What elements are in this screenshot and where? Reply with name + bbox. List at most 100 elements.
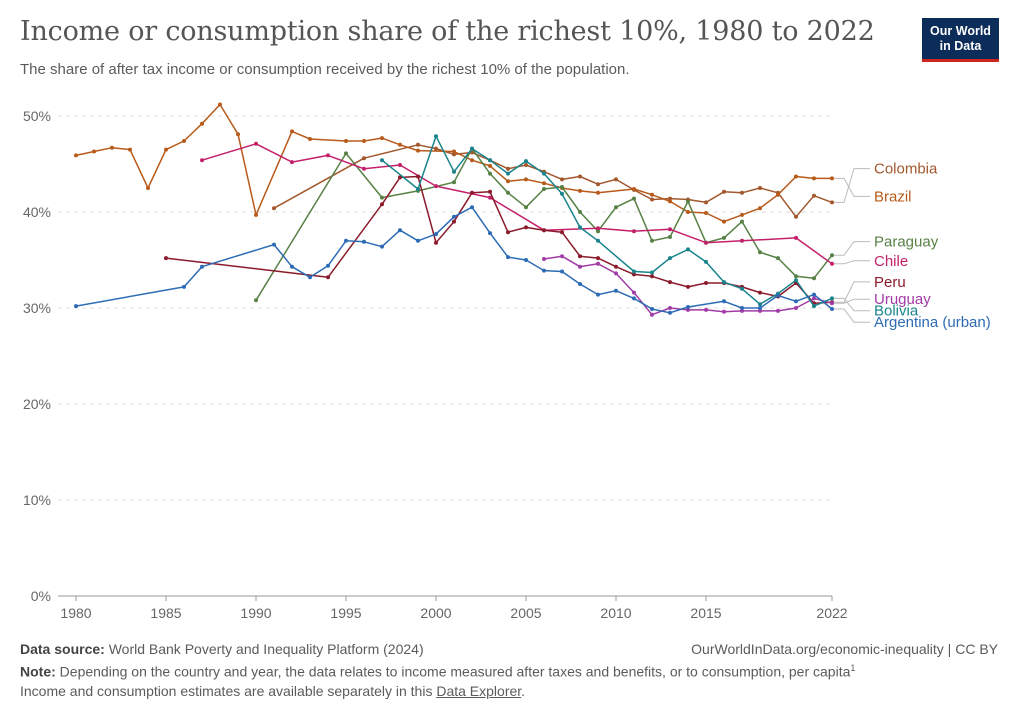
data-point[interactable] xyxy=(704,281,708,285)
data-point[interactable] xyxy=(362,166,366,171)
data-point[interactable] xyxy=(524,258,528,262)
data-point[interactable] xyxy=(758,302,762,307)
data-point[interactable] xyxy=(578,174,582,179)
data-point[interactable] xyxy=(668,227,672,232)
data-point[interactable] xyxy=(488,189,492,194)
data-point[interactable] xyxy=(524,177,528,182)
data-point[interactable] xyxy=(380,136,384,141)
data-point[interactable] xyxy=(794,174,798,179)
data-point[interactable] xyxy=(632,196,636,201)
data-point[interactable] xyxy=(668,199,672,204)
series-uruguay[interactable] xyxy=(542,254,834,317)
data-point[interactable] xyxy=(776,293,780,298)
data-point[interactable] xyxy=(704,240,708,245)
data-point[interactable] xyxy=(740,238,744,243)
data-point[interactable] xyxy=(758,290,762,295)
data-point[interactable] xyxy=(668,280,672,285)
data-point[interactable] xyxy=(164,147,168,152)
data-point[interactable] xyxy=(362,156,366,161)
data-point[interactable] xyxy=(218,102,222,107)
data-point[interactable] xyxy=(506,171,510,176)
source-url[interactable]: OurWorldInData.org/economic-inequality |… xyxy=(691,641,998,657)
data-point[interactable] xyxy=(596,238,600,243)
data-point[interactable] xyxy=(542,268,546,273)
data-point[interactable] xyxy=(542,187,546,191)
data-point[interactable] xyxy=(506,179,510,184)
data-point[interactable] xyxy=(506,230,510,235)
data-point[interactable] xyxy=(470,205,474,210)
data-point[interactable] xyxy=(596,229,600,234)
data-point[interactable] xyxy=(488,158,492,163)
data-point[interactable] xyxy=(758,308,762,313)
data-point[interactable] xyxy=(794,306,798,310)
data-point[interactable] xyxy=(254,141,258,146)
data-point[interactable] xyxy=(344,151,348,156)
data-point[interactable] xyxy=(470,146,474,151)
series-brazil[interactable] xyxy=(74,102,834,224)
data-point[interactable] xyxy=(740,306,744,310)
data-point[interactable] xyxy=(830,176,834,181)
data-point[interactable] xyxy=(704,200,708,205)
data-point[interactable] xyxy=(722,219,726,224)
data-point[interactable] xyxy=(434,232,438,237)
data-point[interactable] xyxy=(362,239,366,244)
data-point[interactable] xyxy=(830,253,834,258)
data-point[interactable] xyxy=(722,309,726,314)
data-point[interactable] xyxy=(614,177,618,182)
data-point[interactable] xyxy=(794,278,798,283)
data-point[interactable] xyxy=(200,121,204,126)
data-point[interactable] xyxy=(794,235,798,240)
data-point[interactable] xyxy=(650,307,654,311)
data-point[interactable] xyxy=(506,255,510,260)
data-point[interactable] xyxy=(632,269,636,274)
data-point[interactable] xyxy=(488,163,492,168)
data-point[interactable] xyxy=(596,190,600,195)
data-point[interactable] xyxy=(722,235,726,240)
data-point[interactable] xyxy=(74,153,78,158)
data-point[interactable] xyxy=(650,192,654,197)
data-point[interactable] xyxy=(722,280,726,285)
data-point[interactable] xyxy=(812,296,816,301)
data-point[interactable] xyxy=(542,228,546,233)
data-point[interactable] xyxy=(506,166,510,171)
data-point[interactable] xyxy=(542,181,546,186)
data-point[interactable] xyxy=(488,195,492,200)
data-point[interactable] xyxy=(578,188,582,193)
data-point[interactable] xyxy=(596,292,600,297)
series-line[interactable] xyxy=(165,175,833,304)
data-point[interactable] xyxy=(524,225,528,230)
data-point[interactable] xyxy=(830,301,834,306)
data-point[interactable] xyxy=(92,149,96,154)
data-point[interactable] xyxy=(614,288,618,293)
data-point[interactable] xyxy=(524,205,528,210)
data-point[interactable] xyxy=(830,200,834,205)
data-point[interactable] xyxy=(686,307,690,312)
data-point[interactable] xyxy=(380,244,384,249)
data-point[interactable] xyxy=(596,261,600,266)
data-point[interactable] xyxy=(578,254,582,259)
data-point[interactable] xyxy=(632,290,636,295)
data-point[interactable] xyxy=(650,270,654,275)
data-point[interactable] xyxy=(398,163,402,167)
data-point[interactable] xyxy=(182,284,186,289)
data-point[interactable] xyxy=(812,304,816,309)
data-point[interactable] xyxy=(758,186,762,190)
series-line[interactable] xyxy=(255,147,833,301)
data-point[interactable] xyxy=(416,142,420,147)
data-point[interactable] xyxy=(182,139,186,143)
data-point[interactable] xyxy=(596,182,600,187)
data-point[interactable] xyxy=(650,312,654,317)
data-point[interactable] xyxy=(686,199,690,204)
data-point[interactable] xyxy=(452,149,456,154)
data-point[interactable] xyxy=(74,304,78,309)
series-chile[interactable] xyxy=(200,141,834,266)
data-point[interactable] xyxy=(236,132,240,137)
data-point[interactable] xyxy=(740,190,744,195)
data-point[interactable] xyxy=(416,148,420,153)
data-point[interactable] xyxy=(758,206,762,211)
series-colombia[interactable] xyxy=(272,142,834,219)
data-point[interactable] xyxy=(578,282,582,286)
data-point[interactable] xyxy=(344,139,348,143)
data-point[interactable] xyxy=(416,174,420,179)
data-point[interactable] xyxy=(164,256,168,261)
